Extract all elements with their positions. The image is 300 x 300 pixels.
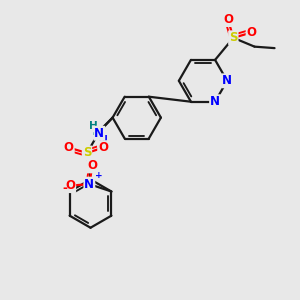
Text: +: + — [95, 171, 103, 180]
Text: O: O — [223, 13, 233, 26]
Text: O: O — [65, 179, 75, 192]
Text: N: N — [98, 134, 108, 147]
Text: S: S — [83, 146, 91, 159]
Text: N: N — [222, 74, 232, 87]
Text: N: N — [210, 95, 220, 108]
Text: N: N — [94, 127, 104, 140]
Text: O: O — [247, 26, 256, 39]
Text: O: O — [98, 141, 108, 154]
Text: O: O — [87, 159, 97, 172]
Text: -: - — [62, 182, 67, 195]
Text: H: H — [92, 127, 101, 137]
Text: O: O — [64, 141, 74, 154]
Text: N: N — [84, 178, 94, 191]
Text: H: H — [88, 122, 97, 131]
Text: S: S — [229, 31, 238, 44]
